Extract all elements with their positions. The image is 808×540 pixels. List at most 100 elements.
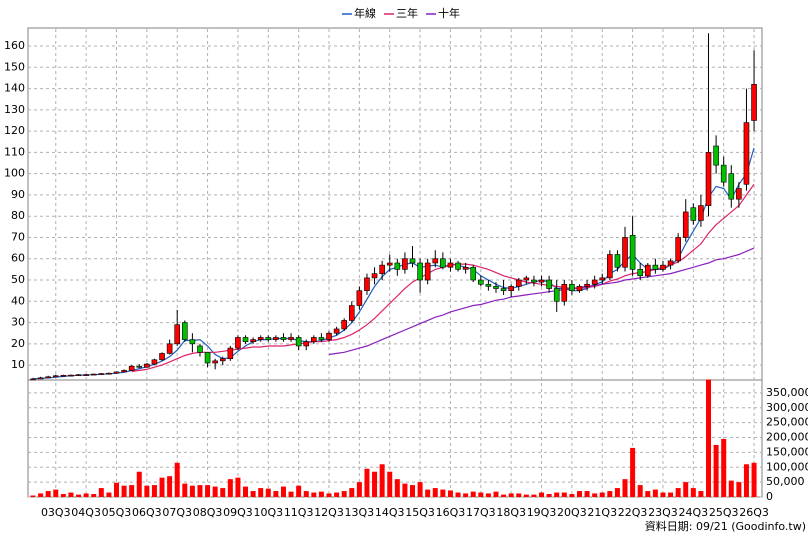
volume-bar — [113, 482, 119, 497]
candle-body — [394, 262, 401, 270]
y-tick-label: 10 — [11, 358, 25, 371]
candle-body — [561, 283, 568, 302]
volume-bar — [76, 494, 82, 497]
volume-bar — [576, 491, 582, 497]
y-tick-label: 100 — [4, 167, 25, 180]
ma-line — [328, 247, 755, 356]
candle-body — [341, 320, 347, 330]
x-tick-label: 14Q3 — [375, 506, 405, 519]
volume-bar — [129, 485, 135, 497]
candle-body — [197, 345, 203, 353]
volume-bar — [561, 492, 567, 497]
legend-label: 年線 — [354, 6, 376, 20]
candle-body — [667, 260, 674, 266]
candle-body — [424, 262, 431, 281]
x-tick-label: 13Q3 — [345, 506, 375, 519]
volume-bar — [485, 493, 491, 497]
candle-body — [128, 365, 135, 371]
volume-bar — [706, 379, 712, 497]
volume-bar — [364, 468, 370, 497]
volume-bar — [326, 493, 332, 497]
candle-body — [417, 262, 423, 281]
x-tick-label: 20Q3 — [557, 506, 587, 519]
candle-body — [136, 365, 143, 368]
x-tick-label: 16Q3 — [436, 506, 466, 519]
volume-bar — [387, 471, 393, 497]
candle-body — [751, 84, 757, 121]
x-tick-label: 26Q3 — [739, 506, 769, 519]
volume-bar — [265, 488, 271, 497]
candle-body — [644, 264, 651, 277]
volume-bar — [197, 485, 203, 497]
legend-label: 十年 — [438, 6, 460, 20]
volume-bar — [38, 493, 44, 497]
candle-body — [227, 347, 234, 360]
candle-body — [614, 254, 621, 268]
candle-body — [219, 358, 226, 362]
volume-bar — [493, 491, 499, 497]
candle-body — [90, 373, 97, 376]
candle-body — [348, 305, 355, 321]
candle-body — [257, 337, 264, 340]
volume-bar — [341, 491, 347, 497]
candle-body — [159, 353, 165, 361]
candle-body — [637, 269, 644, 277]
volume-bar — [167, 476, 173, 497]
volume-bar — [303, 491, 309, 497]
volume-bar — [690, 488, 696, 497]
volume-bar — [447, 490, 453, 497]
volume-bar — [280, 486, 286, 497]
volume-bar — [440, 489, 446, 497]
plot-frame — [27, 27, 763, 498]
volume-bar — [463, 493, 469, 497]
candle-body — [364, 277, 370, 291]
candle-body — [174, 324, 181, 345]
volume-bar — [523, 494, 529, 497]
x-tick-label: 24Q3 — [679, 506, 709, 519]
y-tick-label: 130 — [4, 103, 25, 116]
candle-body — [629, 235, 636, 270]
y-tick-label: 70 — [11, 230, 25, 243]
candle-body — [265, 337, 272, 340]
y-tick-label: 160 — [4, 39, 25, 52]
candle-body — [569, 283, 575, 291]
candle-body — [151, 359, 158, 365]
candle-body — [189, 339, 196, 345]
volume-bar — [675, 488, 681, 497]
volume-bar — [189, 485, 195, 497]
y-tick-label: 50 — [11, 273, 25, 286]
volume-tick-label: 150,000 — [766, 445, 808, 458]
candle-body — [83, 374, 89, 376]
volume-bar — [614, 488, 620, 497]
y-tick-label: 30 — [11, 316, 25, 329]
footer: 資料日期: 09/21 (Goodinfo.tw) — [645, 519, 806, 533]
candle-body — [242, 337, 249, 343]
volume-bar — [668, 492, 674, 497]
volume-bar — [136, 471, 142, 497]
volume-bar — [258, 488, 264, 497]
x-tick-label: 19Q3 — [527, 506, 557, 519]
candle-body — [30, 378, 36, 381]
volume-tick-label: 200,000 — [766, 431, 808, 444]
volume-bar — [106, 492, 112, 497]
candle-body — [675, 237, 681, 262]
volume-bar — [349, 488, 355, 497]
candle-body — [576, 286, 583, 291]
candle-body — [356, 290, 363, 306]
candle-body — [113, 371, 120, 374]
volume-bar — [288, 491, 294, 497]
volume-bar — [410, 485, 415, 497]
volume-bar — [751, 462, 757, 497]
x-tick-label: 12Q3 — [314, 506, 344, 519]
candle-body — [508, 286, 514, 291]
volume-bar — [220, 488, 226, 497]
candle-body — [440, 258, 446, 268]
volume-bar — [743, 464, 749, 497]
y-tick-label: 140 — [4, 82, 25, 95]
candle-body — [235, 337, 241, 349]
volume-bar — [531, 494, 537, 497]
candle-body — [546, 279, 552, 289]
volume-bar — [205, 485, 211, 497]
volume-bar — [159, 477, 165, 497]
volume-bar — [478, 492, 484, 497]
